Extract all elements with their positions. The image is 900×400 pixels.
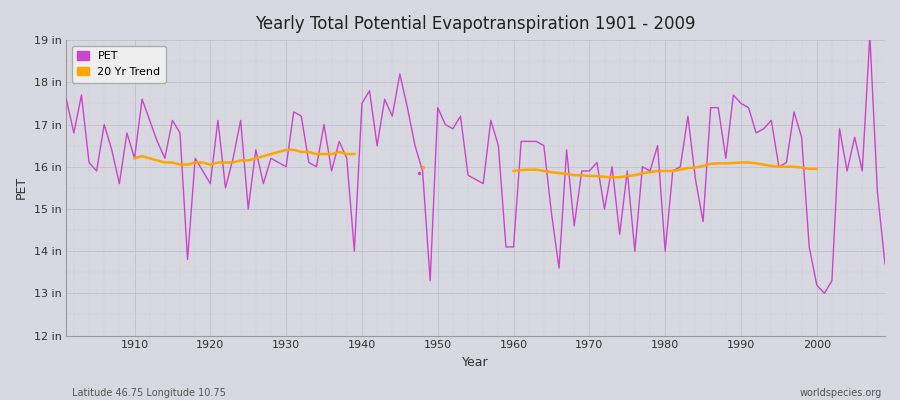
- X-axis label: Year: Year: [463, 356, 489, 369]
- Text: worldspecies.org: worldspecies.org: [800, 388, 882, 398]
- Text: Latitude 46.75 Longitude 10.75: Latitude 46.75 Longitude 10.75: [72, 388, 226, 398]
- Title: Yearly Total Potential Evapotranspiration 1901 - 2009: Yearly Total Potential Evapotranspiratio…: [256, 15, 696, 33]
- Legend: PET, 20 Yr Trend: PET, 20 Yr Trend: [72, 46, 166, 82]
- Y-axis label: PET: PET: [15, 176, 28, 200]
